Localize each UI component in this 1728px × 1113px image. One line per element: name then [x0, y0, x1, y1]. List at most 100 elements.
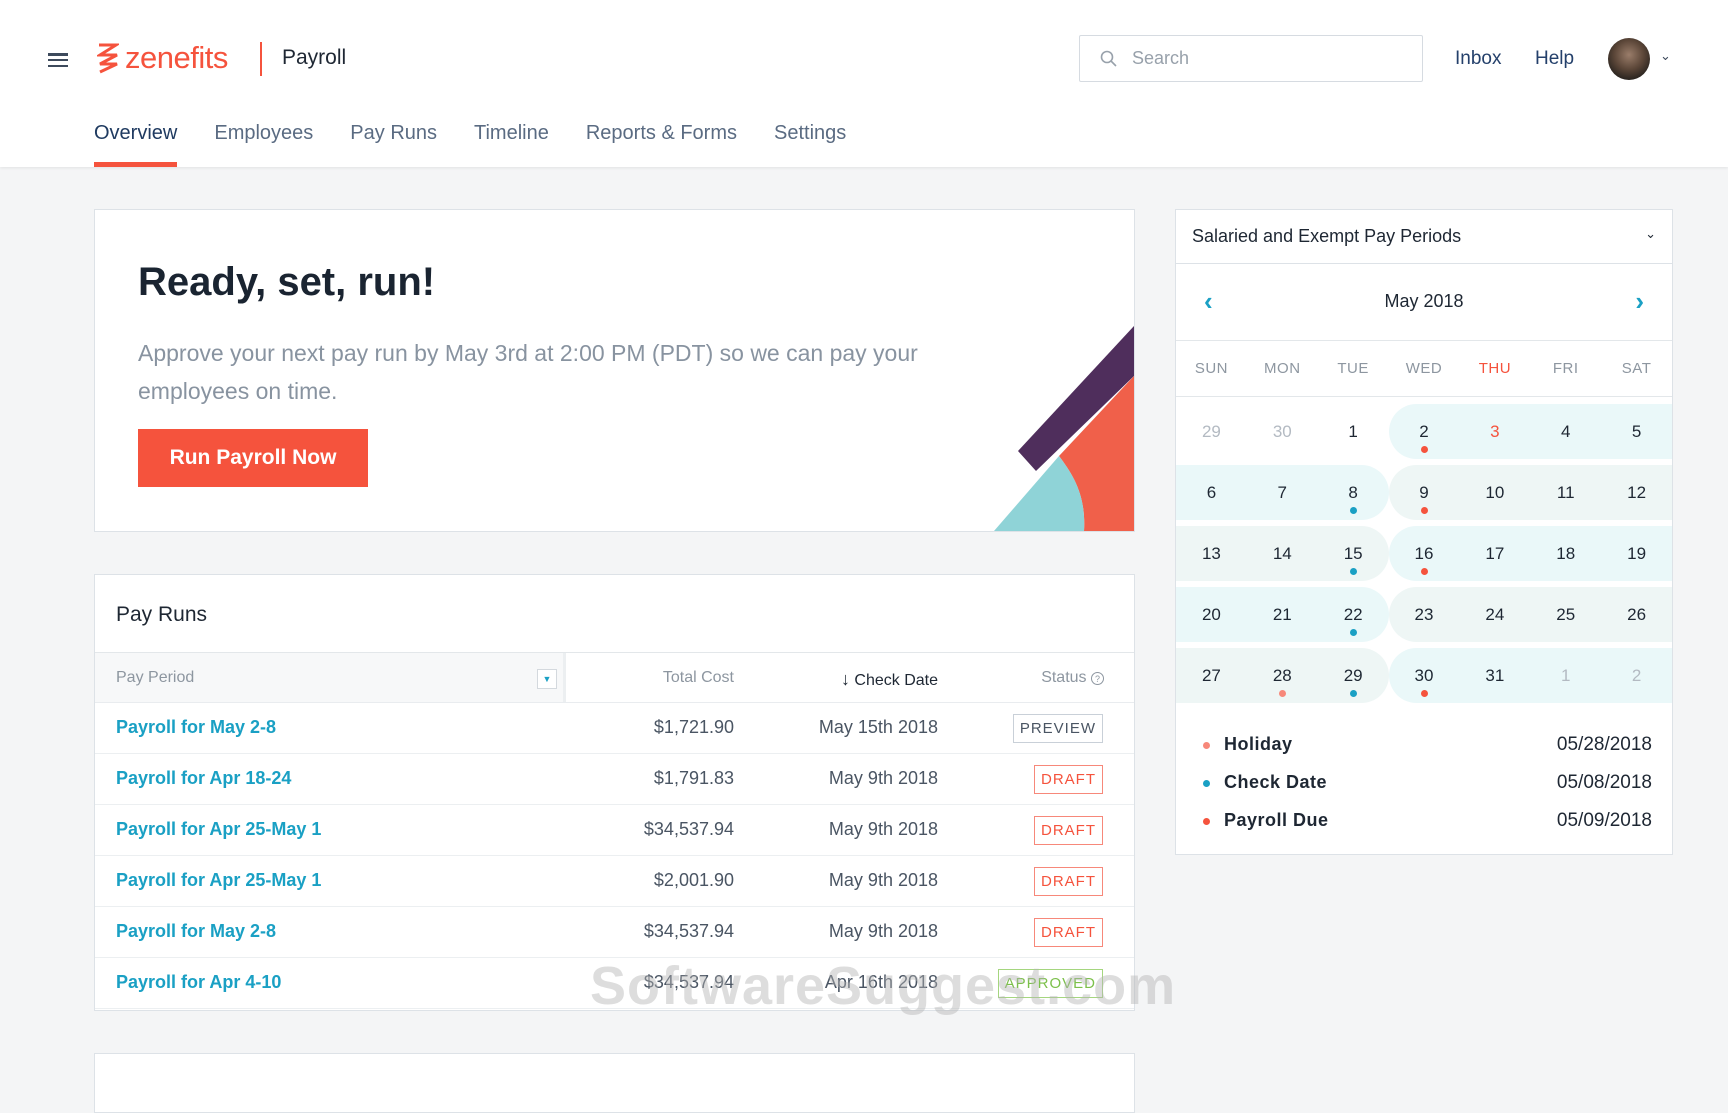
- calendar-day[interactable]: 15: [1317, 526, 1389, 581]
- menu-icon[interactable]: [48, 52, 68, 68]
- pay-period-selector[interactable]: Salaried and Exempt Pay Periods ⌄: [1176, 210, 1672, 264]
- pay-period-link[interactable]: Payroll for May 2-8: [116, 717, 277, 737]
- calendar-day[interactable]: 28: [1246, 648, 1318, 703]
- pay-period-link[interactable]: Payroll for Apr 25-May 1: [116, 819, 322, 839]
- tab-reports-forms[interactable]: Reports & Forms: [585, 122, 738, 144]
- calendar-day[interactable]: 2: [1601, 648, 1673, 703]
- calendar-day[interactable]: 27: [1176, 648, 1247, 703]
- status-badge: DRAFT: [1034, 816, 1103, 845]
- nav-tabs: Overview Employees Pay Runs Timeline Rep…: [94, 122, 883, 167]
- calendar-day[interactable]: 4: [1530, 404, 1602, 459]
- calendar-day[interactable]: 23: [1388, 587, 1460, 642]
- table-row[interactable]: Payroll for Apr 25-May 1 $34,537.94 May …: [95, 805, 1134, 856]
- pay-period-link[interactable]: Payroll for May 2-8: [116, 921, 277, 941]
- calendar-day[interactable]: 8: [1317, 465, 1389, 520]
- hero-card: Ready, set, run! Approve your next pay r…: [94, 209, 1135, 532]
- table-row[interactable]: Payroll for May 2-8 $1,721.90 May 15th 2…: [95, 703, 1134, 754]
- chevron-down-icon[interactable]: ⌄: [1660, 48, 1671, 63]
- pay-period-link[interactable]: Payroll for Apr 18-24: [116, 768, 292, 788]
- calendar-day[interactable]: 6: [1176, 465, 1247, 520]
- calendar-day[interactable]: 11: [1530, 465, 1602, 520]
- help-link[interactable]: Help: [1535, 48, 1575, 69]
- calendar-day[interactable]: 1: [1318, 404, 1389, 459]
- calendar-day[interactable]: 5: [1601, 404, 1673, 459]
- check-date: May 9th 2018: [828, 768, 938, 788]
- run-payroll-button[interactable]: Run Payroll Now: [138, 429, 368, 487]
- calendar-day[interactable]: 24: [1459, 587, 1531, 642]
- day-number: 2: [1631, 666, 1642, 685]
- product-name: Payroll: [282, 46, 347, 69]
- caret-down-icon[interactable]: ▼: [537, 669, 557, 689]
- search-box[interactable]: [1079, 35, 1423, 82]
- calendar-day[interactable]: 30: [1247, 404, 1318, 459]
- calendar-day[interactable]: 22: [1317, 587, 1389, 642]
- day-number: 12: [1627, 483, 1647, 502]
- day-number: 7: [1277, 483, 1288, 502]
- calendar-day[interactable]: 7: [1246, 465, 1318, 520]
- check-date: May 15th 2018: [818, 717, 938, 737]
- calendar-day[interactable]: 2: [1388, 404, 1460, 459]
- table-row[interactable]: Payroll for May 2-8 $34,537.94 May 9th 2…: [95, 907, 1134, 958]
- table-row[interactable]: Payroll for Apr 25-May 1 $2,001.90 May 9…: [95, 856, 1134, 907]
- calendar-day[interactable]: 29: [1176, 404, 1247, 459]
- zenefits-mark-icon: [97, 43, 119, 74]
- header-check-date[interactable]: ↓ Check Date: [841, 669, 938, 690]
- calendar-day[interactable]: 9: [1388, 465, 1460, 520]
- table-row[interactable]: Payroll for Apr 18-24 $1,791.83 May 9th …: [95, 754, 1134, 805]
- calendar-day[interactable]: 12: [1601, 465, 1673, 520]
- calendar-day[interactable]: 18: [1530, 526, 1602, 581]
- calendar-day[interactable]: 16: [1388, 526, 1460, 581]
- calendar-day[interactable]: 30: [1388, 648, 1460, 703]
- chevron-right-icon[interactable]: ›: [1635, 286, 1644, 316]
- sort-arrow-down-icon: ↓: [840, 669, 850, 689]
- calendar-day[interactable]: 17: [1459, 526, 1531, 581]
- calendar-day[interactable]: 26: [1601, 587, 1673, 642]
- calendar-day[interactable]: 29: [1317, 648, 1389, 703]
- header-status[interactable]: Status ?: [1041, 669, 1104, 687]
- legend-item: Check Date 05/08/2018: [1176, 768, 1672, 806]
- pay-period-link[interactable]: Payroll for Apr 25-May 1: [116, 870, 322, 890]
- help-circle-icon[interactable]: ?: [1091, 672, 1104, 685]
- tab-overview[interactable]: Overview: [94, 122, 178, 167]
- legend-label: Payroll Due: [1224, 810, 1329, 830]
- calendar-day[interactable]: 3: [1459, 404, 1531, 459]
- day-number: 31: [1485, 666, 1505, 685]
- day-number: 1: [1348, 422, 1358, 441]
- legend-date: 05/08/2018: [1556, 772, 1652, 793]
- header-total-cost[interactable]: Total Cost: [662, 669, 734, 686]
- divider: [260, 42, 262, 76]
- total-cost: $1,791.83: [653, 768, 734, 788]
- tab-timeline[interactable]: Timeline: [474, 122, 549, 144]
- tab-employees[interactable]: Employees: [214, 122, 314, 144]
- calendar-day[interactable]: 13: [1176, 526, 1247, 581]
- calendar-week: 6 7 8 9 10 11 12: [1176, 465, 1673, 520]
- check-dot-icon: [1349, 507, 1357, 514]
- chevron-left-icon[interactable]: ‹: [1204, 286, 1213, 316]
- calendar-day[interactable]: 19: [1601, 526, 1673, 581]
- day-number: 24: [1485, 605, 1505, 624]
- day-number: 6: [1206, 483, 1217, 502]
- calendar-day[interactable]: 1: [1530, 648, 1602, 703]
- header-status-label: Status: [1041, 669, 1087, 686]
- check-dot-icon: [1349, 629, 1357, 636]
- calendar-day[interactable]: 31: [1459, 648, 1531, 703]
- tab-settings[interactable]: Settings: [774, 122, 847, 144]
- inbox-link[interactable]: Inbox: [1455, 48, 1502, 69]
- day-number: 30: [1272, 422, 1292, 441]
- calendar-day[interactable]: 14: [1246, 526, 1318, 581]
- calendar-day[interactable]: 10: [1459, 465, 1531, 520]
- calendar-grid: 29 30 1 2 3 4 5 6 7 8 9 10 11 12 13 14 15 16 17 18 19 20 21 22 2…: [1176, 404, 1673, 709]
- day-number: 23: [1414, 605, 1434, 624]
- search-input[interactable]: [1132, 48, 1392, 69]
- day-number: 3: [1490, 422, 1500, 441]
- check-dot-icon: [1203, 780, 1210, 787]
- total-cost: $34,537.94: [643, 972, 734, 992]
- avatar[interactable]: [1608, 38, 1650, 80]
- calendar-day[interactable]: 25: [1530, 587, 1602, 642]
- zenefits-logo[interactable]: zenefits: [97, 40, 228, 76]
- calendar-day[interactable]: 21: [1246, 587, 1318, 642]
- calendar-day[interactable]: 20: [1176, 587, 1247, 642]
- pay-period-link[interactable]: Payroll for Apr 4-10: [116, 972, 282, 992]
- tab-pay-runs[interactable]: Pay Runs: [350, 122, 438, 144]
- table-row[interactable]: Payroll for Apr 4-10 $34,537.94 Apr 16th…: [95, 958, 1134, 1009]
